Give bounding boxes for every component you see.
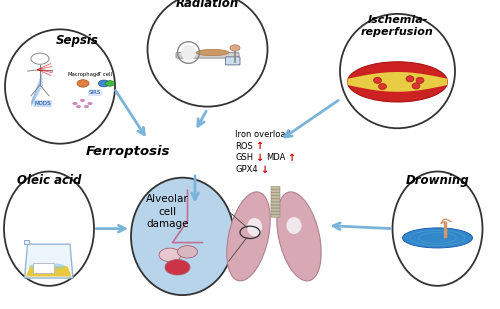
FancyBboxPatch shape [271,205,280,208]
FancyBboxPatch shape [271,196,280,199]
Circle shape [80,99,85,102]
Ellipse shape [374,77,382,83]
Text: ↓: ↓ [255,153,263,163]
Ellipse shape [416,77,424,83]
FancyBboxPatch shape [176,53,239,58]
Polygon shape [26,266,72,277]
Polygon shape [24,244,73,278]
Ellipse shape [131,178,234,295]
Ellipse shape [148,0,268,107]
Circle shape [77,80,89,87]
Ellipse shape [277,192,321,281]
Circle shape [72,102,78,105]
Text: ↑: ↑ [288,153,296,163]
Text: Alveolar
cell
damage: Alveolar cell damage [146,194,189,229]
FancyBboxPatch shape [271,208,280,211]
Text: Iron overload: Iron overload [235,130,291,139]
FancyBboxPatch shape [271,186,280,189]
Text: Radiation: Radiation [176,0,239,10]
Text: Ferroptosis: Ferroptosis [86,145,170,158]
Circle shape [88,102,92,105]
Ellipse shape [29,263,66,269]
Circle shape [76,105,81,108]
Text: Sepsis: Sepsis [56,34,99,47]
Text: T cell: T cell [98,72,112,77]
FancyBboxPatch shape [271,193,280,196]
Ellipse shape [286,217,302,234]
FancyBboxPatch shape [271,214,280,217]
Ellipse shape [5,29,115,144]
Text: SIRS: SIRS [89,90,101,95]
Text: Macrophage: Macrophage [68,72,100,77]
Polygon shape [348,72,448,92]
Ellipse shape [4,171,94,286]
Text: GPX4: GPX4 [235,165,258,174]
Ellipse shape [406,76,414,82]
Text: Ischemia-
reperfusion: Ischemia- reperfusion [361,15,434,37]
FancyBboxPatch shape [32,263,54,273]
Ellipse shape [196,49,229,56]
FancyBboxPatch shape [271,211,280,214]
Text: MDA: MDA [266,153,285,163]
FancyBboxPatch shape [271,199,280,202]
Ellipse shape [412,83,420,89]
Ellipse shape [402,228,472,248]
FancyBboxPatch shape [271,202,280,205]
Text: ↑: ↑ [255,141,263,151]
Text: ROS: ROS [235,142,253,151]
Ellipse shape [378,83,386,90]
FancyBboxPatch shape [271,189,280,193]
Circle shape [106,81,114,86]
Circle shape [159,248,181,262]
FancyBboxPatch shape [226,57,240,65]
Circle shape [178,246,198,258]
Ellipse shape [181,45,196,60]
Ellipse shape [392,171,482,286]
Text: Drowning: Drowning [406,174,469,187]
Ellipse shape [247,218,262,236]
Circle shape [230,45,240,51]
Text: ↓: ↓ [260,165,268,175]
Ellipse shape [340,14,455,128]
Circle shape [165,260,190,275]
Ellipse shape [348,62,448,102]
Text: Oleic acid: Oleic acid [17,174,81,187]
Circle shape [84,105,89,108]
Text: MODS: MODS [34,101,51,106]
Circle shape [98,80,110,87]
FancyBboxPatch shape [24,240,28,244]
Ellipse shape [227,192,270,281]
Text: GSH: GSH [235,153,253,163]
